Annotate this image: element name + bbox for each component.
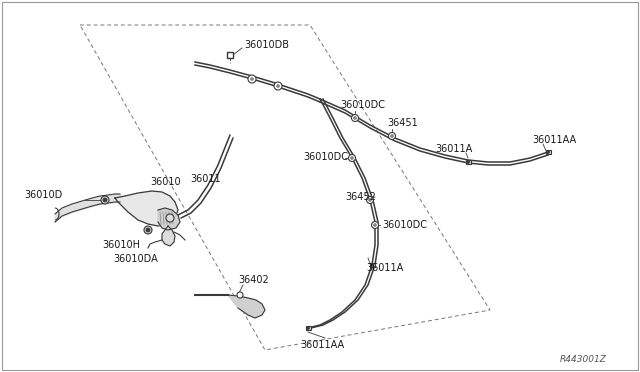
Circle shape: [349, 154, 355, 161]
Text: 36452: 36452: [345, 192, 376, 202]
Circle shape: [274, 82, 282, 90]
Circle shape: [146, 228, 150, 232]
Text: 36010DC: 36010DC: [382, 220, 427, 230]
Circle shape: [371, 221, 378, 228]
Circle shape: [390, 135, 394, 138]
Circle shape: [547, 151, 550, 154]
Text: 36010DB: 36010DB: [244, 40, 289, 50]
Polygon shape: [115, 191, 178, 226]
Text: 36011AA: 36011AA: [532, 135, 576, 145]
Circle shape: [237, 292, 243, 298]
Bar: [545, 150, 550, 154]
Text: 36011AA: 36011AA: [300, 340, 344, 350]
Text: 36402: 36402: [238, 275, 269, 285]
Polygon shape: [228, 295, 265, 318]
Text: 36011A: 36011A: [366, 263, 403, 273]
Circle shape: [371, 263, 374, 266]
Polygon shape: [158, 208, 180, 230]
Bar: [227, 52, 233, 58]
Bar: [465, 160, 470, 164]
Circle shape: [307, 327, 310, 330]
Circle shape: [369, 199, 371, 202]
Circle shape: [166, 214, 174, 222]
Circle shape: [276, 84, 280, 87]
Circle shape: [103, 198, 107, 202]
Circle shape: [367, 196, 374, 203]
Text: 36011: 36011: [190, 174, 221, 184]
Circle shape: [144, 226, 152, 234]
Text: 36010H: 36010H: [102, 240, 140, 250]
Text: R443001Z: R443001Z: [560, 355, 607, 364]
Text: 36011A: 36011A: [435, 144, 472, 154]
Text: 36010DA: 36010DA: [113, 254, 157, 264]
Circle shape: [248, 75, 256, 83]
Circle shape: [351, 115, 358, 122]
Bar: [305, 326, 310, 330]
Circle shape: [351, 157, 353, 160]
Circle shape: [388, 132, 396, 140]
Text: 36010D: 36010D: [24, 190, 62, 200]
Polygon shape: [162, 226, 175, 246]
Bar: [369, 263, 374, 267]
Circle shape: [467, 160, 470, 164]
Circle shape: [374, 224, 376, 227]
Circle shape: [101, 196, 109, 204]
Text: 36010DC: 36010DC: [303, 152, 348, 162]
Circle shape: [250, 77, 253, 80]
Text: 36451: 36451: [387, 118, 418, 128]
Circle shape: [353, 116, 356, 119]
Text: 36010DC: 36010DC: [340, 100, 385, 110]
Text: 36010: 36010: [150, 177, 180, 187]
